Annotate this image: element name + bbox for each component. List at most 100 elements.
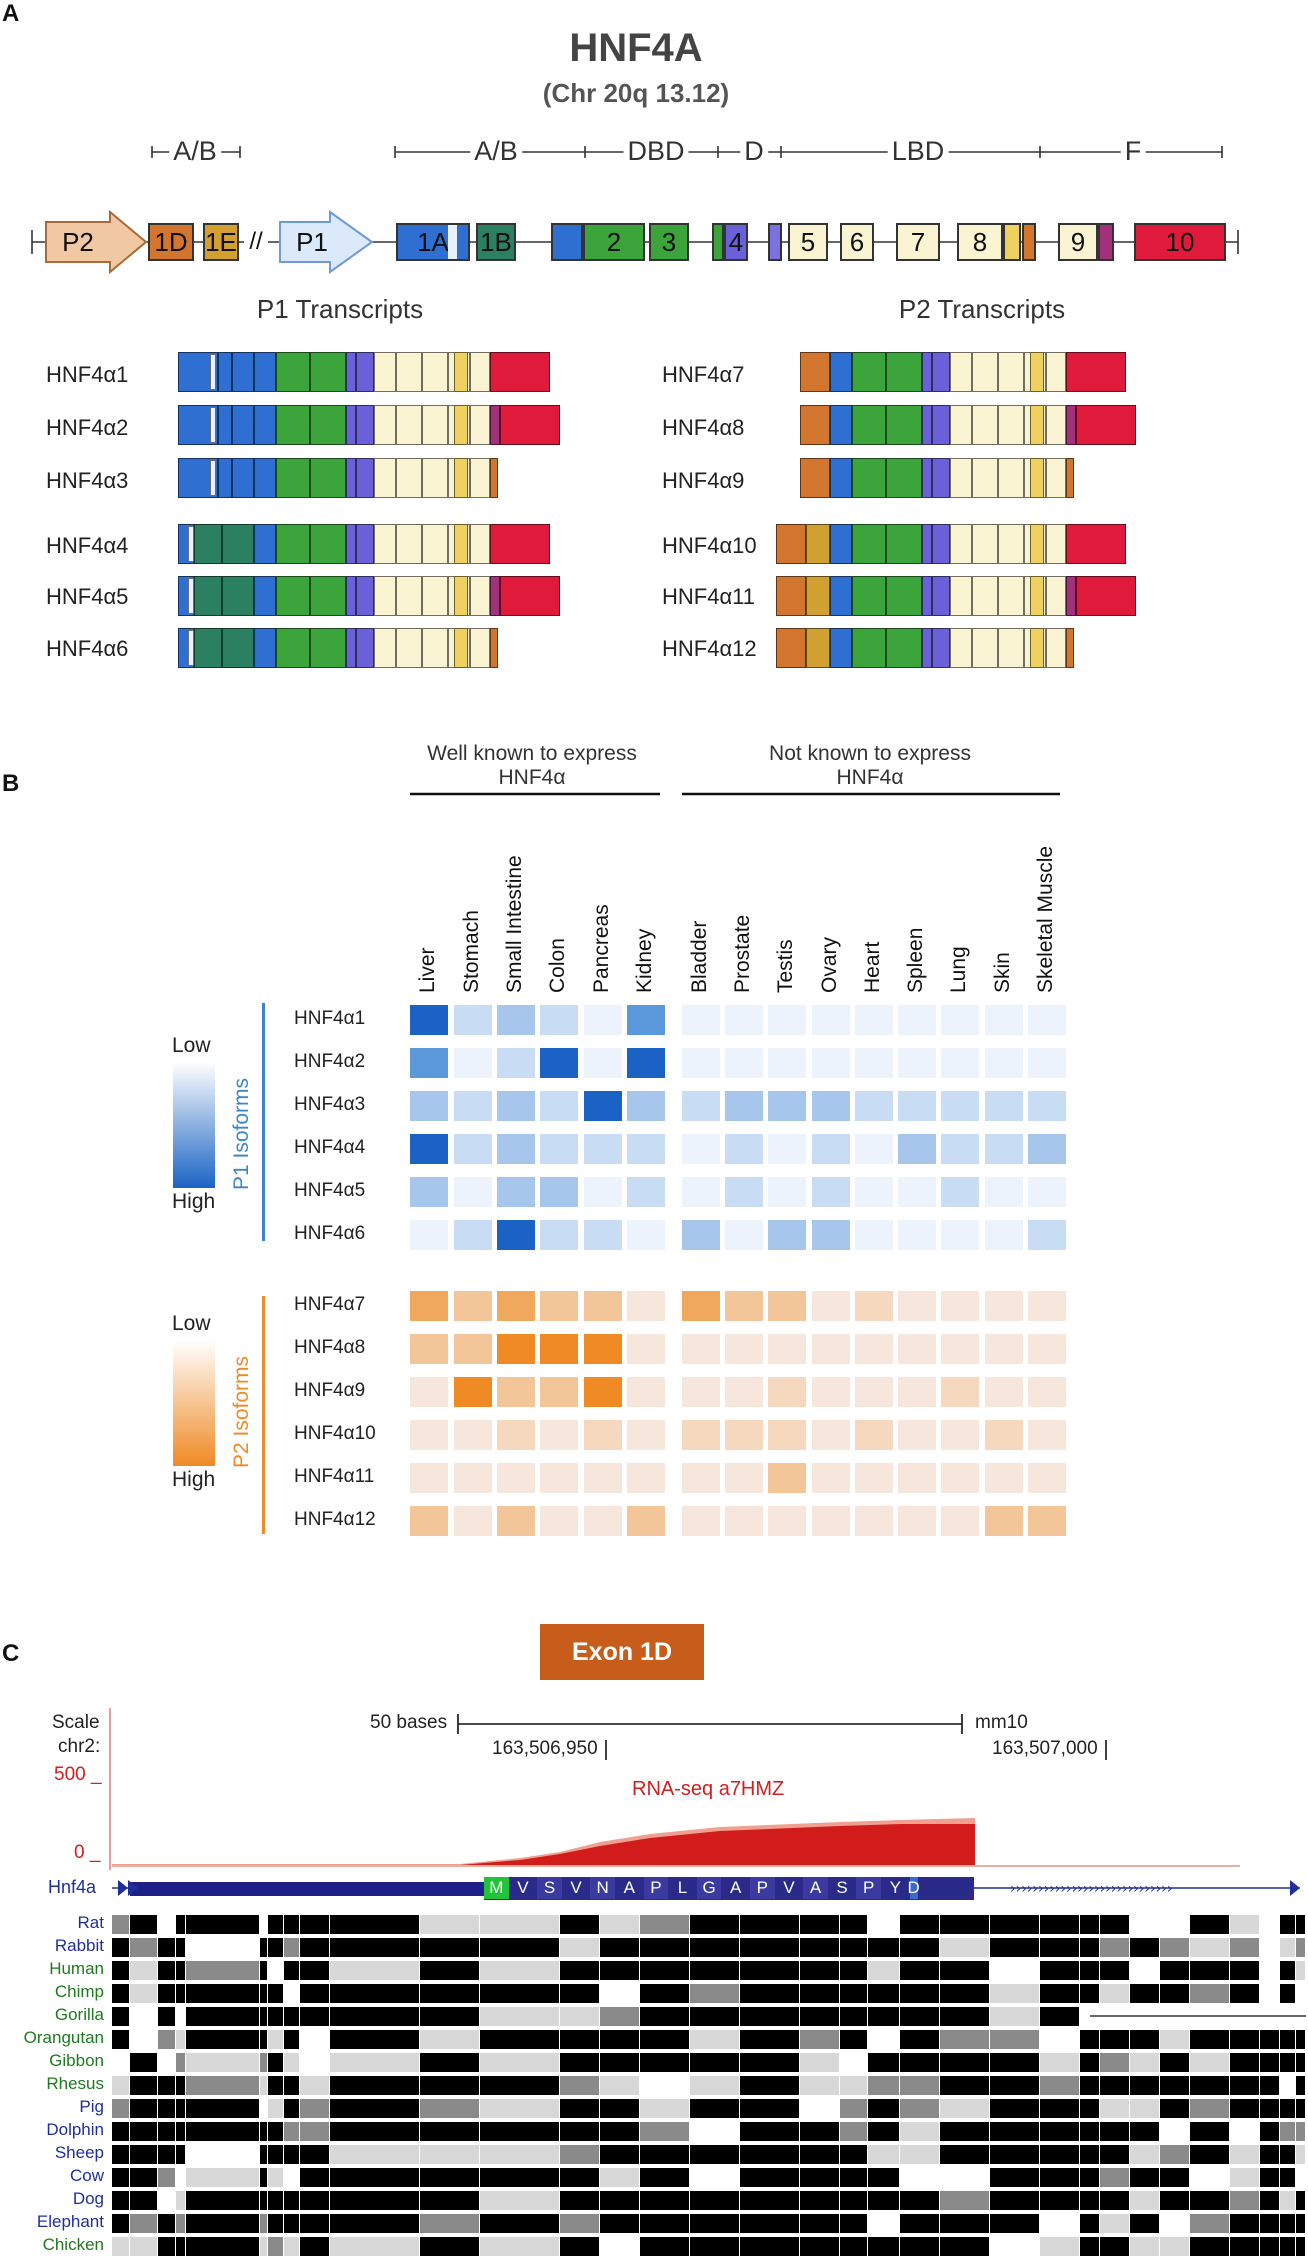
p2-iso-core-seg <box>852 628 886 668</box>
conservation-block <box>900 1961 939 1980</box>
conservation-block <box>158 1915 175 1934</box>
conservation-block <box>800 1915 839 1934</box>
promoter-p2-label: P2 <box>62 226 94 257</box>
p1-heatmap-cell <box>454 1220 492 1250</box>
conservation-block <box>176 2237 185 2256</box>
exon-1a-stripe <box>448 225 457 259</box>
p1-heatmap-cell <box>898 1177 936 1207</box>
p2-iso-short-end <box>1066 458 1074 498</box>
p1-iso-core-seg <box>254 458 276 498</box>
exon-5-purple-box <box>768 223 782 261</box>
conservation-block <box>420 2214 479 2233</box>
conservation-block <box>1296 2237 1305 2256</box>
conservation-block <box>868 1915 899 1934</box>
p2-heatmap-cell <box>812 1377 850 1407</box>
conservation-block <box>1260 1984 1279 2003</box>
p1-heatmap-cell <box>941 1177 979 1207</box>
amino-acid: V <box>510 1877 536 1899</box>
p1-heatmap-cell <box>682 1177 720 1207</box>
conservation-block <box>868 1938 899 1957</box>
exon-2-box: 2 <box>583 223 645 261</box>
p2-iso-core-seg <box>932 458 950 498</box>
p2-heatmap-cell <box>540 1334 578 1364</box>
y-min-label: 0 _ <box>74 1842 101 1863</box>
p1-iso-core-seg <box>254 352 276 392</box>
conservation-block <box>868 1984 899 2003</box>
conservation-block <box>690 1915 739 1934</box>
p2-row-label: HNF4α10 <box>294 1423 376 1444</box>
conservation-block <box>158 1961 175 1980</box>
conservation-block <box>1100 1915 1129 1934</box>
conservation-block <box>1100 1984 1129 2003</box>
conservation-block <box>640 2145 689 2164</box>
p2-heatmap-cell <box>540 1377 578 1407</box>
p1-heatmap-cell <box>985 1048 1023 1078</box>
conservation-block <box>1190 1938 1229 1957</box>
conservation-block <box>268 2007 283 2026</box>
exon-8-orange-box <box>1022 223 1036 261</box>
p1-heatmap-cell <box>1028 1005 1066 1035</box>
conservation-block <box>480 2237 559 2256</box>
conservation-block <box>112 1961 129 1980</box>
conservation-block <box>300 2145 329 2164</box>
p1-iso-core-seg <box>422 628 448 668</box>
p1-iso-core-seg <box>470 405 490 445</box>
conservation-block <box>330 2053 419 2072</box>
conservation-block <box>740 2191 799 2210</box>
conservation-block <box>300 2191 329 2210</box>
conservation-block <box>158 2053 175 2072</box>
conservation-block <box>900 2145 939 2164</box>
conservation-block <box>130 2122 157 2141</box>
conservation-block <box>600 2076 639 2095</box>
p2-heatmap-cell <box>1028 1506 1066 1536</box>
p1-iso-yellow-band <box>454 458 468 498</box>
p1-heatmap-cell <box>540 1005 578 1035</box>
conservation-block <box>1230 1915 1259 1934</box>
p1-heatmap-cell <box>1028 1091 1066 1121</box>
conservation-block <box>420 2099 479 2118</box>
p2-heatmap-cell <box>1028 1420 1066 1450</box>
p1-heatmap-cell <box>540 1134 578 1164</box>
conservation-block <box>940 2099 989 2118</box>
conservation-block <box>1130 2168 1159 2187</box>
p2-heatmap-cell <box>410 1334 448 1364</box>
p2-iso-core-seg <box>922 405 932 445</box>
conservation-block <box>990 1915 1039 1934</box>
conservation-block <box>690 2053 739 2072</box>
p1-heatmap-cell <box>768 1220 806 1250</box>
conservation-block <box>1190 1984 1229 2003</box>
p2-heatmap-cell <box>855 1463 893 1493</box>
p1-iso-core-seg <box>396 628 422 668</box>
conservation-block <box>1230 2214 1259 2233</box>
p2-heatmap-cell <box>540 1291 578 1321</box>
chrom-label: chr2: <box>58 1736 101 1757</box>
p1-heatmap-cell <box>540 1177 578 1207</box>
conservation-block <box>840 2053 867 2072</box>
p2-iso-core-seg <box>932 405 950 445</box>
p1-heatmap-cell <box>1028 1177 1066 1207</box>
conservation-block <box>268 2099 283 2118</box>
p1-iso-core-seg <box>374 628 396 668</box>
p2-heatmap-cell <box>985 1463 1023 1493</box>
conservation-block <box>1160 2145 1189 2164</box>
conservation-block <box>1230 2145 1259 2164</box>
exon-9-box: 9 <box>1058 223 1098 261</box>
conservation-block <box>800 2214 839 2233</box>
conservation-block <box>1130 1961 1159 1980</box>
p2-heatmap-cell <box>627 1377 665 1407</box>
exon-6-box: 6 <box>840 223 874 261</box>
p1-row-label: HNF4α4 <box>294 1137 366 1158</box>
conservation-block <box>284 1938 299 1957</box>
p1-heatmap-cell <box>497 1220 535 1250</box>
conservation-block <box>600 2145 639 2164</box>
p2-exon-1d <box>800 458 830 498</box>
conservation-block <box>186 2076 259 2095</box>
gene-title: HNF4A <box>569 26 703 70</box>
p1-heatmap-cell <box>454 1134 492 1164</box>
conservation-block <box>640 2030 689 2049</box>
species-label: Rabbit <box>54 1936 104 1955</box>
exon-1d-banner: Exon 1D <box>540 1624 704 1680</box>
p2-iso-core-seg <box>950 628 972 668</box>
domain-f: F <box>1120 136 1146 167</box>
p2-iso-core-seg <box>1046 524 1066 564</box>
